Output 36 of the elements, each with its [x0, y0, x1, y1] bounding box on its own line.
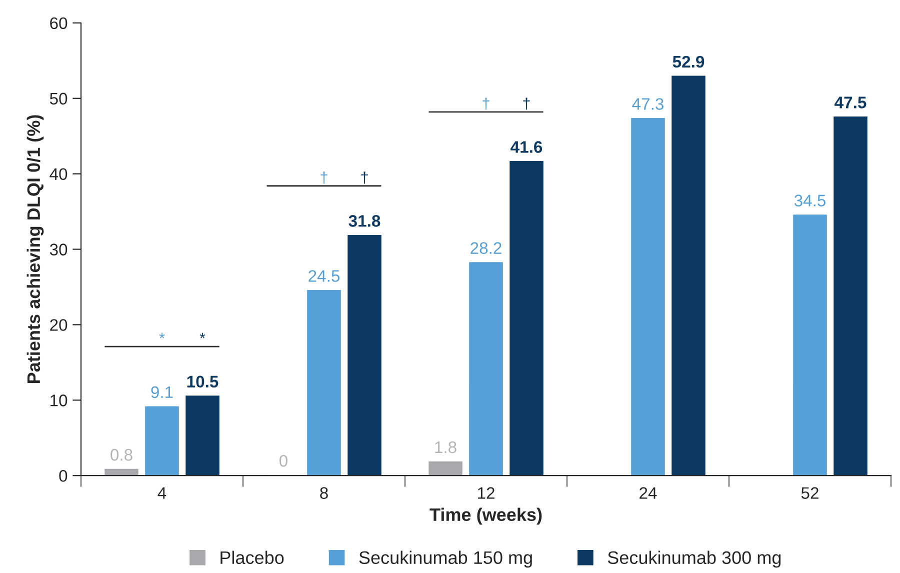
y-tick-label: 30 [50, 244, 68, 256]
legend-label: Placebo [220, 550, 284, 564]
x-tick-label: 4 [158, 487, 166, 499]
data-label: 47.5 [834, 96, 866, 108]
legend-label: Secukinumab 150 mg [359, 550, 532, 568]
data-label: 31.8 [348, 215, 380, 227]
y-tick-label: 60 [50, 17, 68, 30]
data-label: 10.5 [187, 376, 218, 388]
x-tick-label: 12 [478, 487, 494, 499]
data-label: 1.8 [435, 441, 456, 454]
annotation: † [361, 172, 368, 184]
annotation: † [523, 98, 530, 110]
x-tick-label: 52 [801, 487, 818, 499]
data-label: 9.1 [151, 386, 173, 398]
data-label: 0 [280, 454, 288, 467]
y-tick-label: 40 [50, 168, 68, 180]
data-label: 34.5 [794, 194, 826, 206]
data-label: 52.9 [672, 56, 704, 68]
data-label: 47.3 [632, 98, 664, 110]
annotation: * [200, 332, 206, 338]
y-tick-label: 0 [59, 470, 68, 482]
y-tick-label: 20 [50, 319, 68, 331]
x-tick-label: 24 [640, 487, 657, 499]
y-tick-label: 50 [50, 92, 68, 105]
y-axis-title: Patients achieving DLQI 0/1 (%) [26, 115, 44, 383]
data-label: 28.2 [470, 242, 502, 254]
legend-label: Secukinumab 300 mg [608, 550, 781, 568]
data-label: 24.5 [308, 270, 340, 282]
annotation: † [482, 98, 490, 110]
x-axis-title: Time (weeks) [430, 508, 542, 525]
annotation: † [320, 172, 328, 184]
x-tick-label: 8 [320, 487, 328, 499]
data-label: 0.8 [110, 448, 132, 461]
annotation: * [159, 332, 165, 338]
data-label: 41.6 [510, 141, 542, 153]
y-tick-label: 10 [50, 394, 68, 406]
